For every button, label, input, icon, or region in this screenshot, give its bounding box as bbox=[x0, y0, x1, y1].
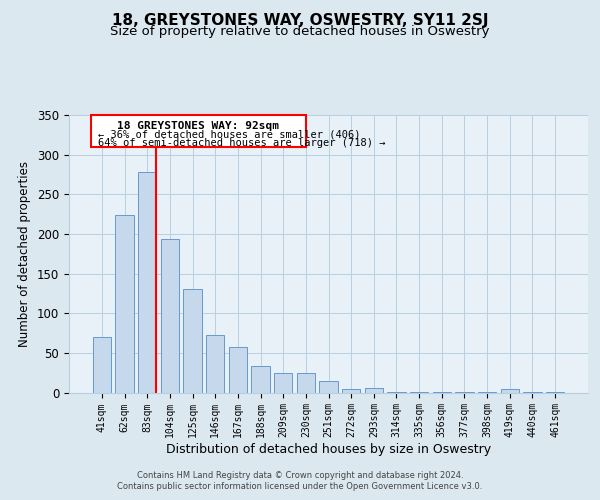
Text: 18, GREYSTONES WAY, OSWESTRY, SY11 2SJ: 18, GREYSTONES WAY, OSWESTRY, SY11 2SJ bbox=[112, 12, 488, 28]
Bar bbox=[296, 372, 315, 392]
Text: Contains public sector information licensed under the Open Government Licence v3: Contains public sector information licen… bbox=[118, 482, 482, 491]
Bar bbox=[229, 346, 247, 393]
Bar bbox=[138, 172, 157, 392]
Bar bbox=[91, 115, 306, 146]
Bar bbox=[183, 288, 202, 393]
Bar bbox=[92, 337, 111, 392]
Bar bbox=[274, 374, 292, 392]
Text: 18 GREYSTONES WAY: 92sqm: 18 GREYSTONES WAY: 92sqm bbox=[118, 120, 280, 130]
Text: Size of property relative to detached houses in Oswestry: Size of property relative to detached ho… bbox=[110, 25, 490, 38]
Text: Contains HM Land Registry data © Crown copyright and database right 2024.: Contains HM Land Registry data © Crown c… bbox=[137, 471, 463, 480]
Bar bbox=[500, 388, 519, 392]
Bar bbox=[319, 380, 338, 392]
Bar bbox=[206, 334, 224, 392]
Y-axis label: Number of detached properties: Number of detached properties bbox=[19, 161, 31, 347]
X-axis label: Distribution of detached houses by size in Oswestry: Distribution of detached houses by size … bbox=[166, 443, 491, 456]
Bar bbox=[115, 215, 134, 392]
Bar bbox=[251, 366, 270, 392]
Text: ← 36% of detached houses are smaller (406): ← 36% of detached houses are smaller (40… bbox=[98, 130, 360, 140]
Bar bbox=[161, 240, 179, 392]
Text: 64% of semi-detached houses are larger (718) →: 64% of semi-detached houses are larger (… bbox=[98, 138, 385, 148]
Bar bbox=[365, 388, 383, 392]
Bar bbox=[342, 390, 361, 392]
